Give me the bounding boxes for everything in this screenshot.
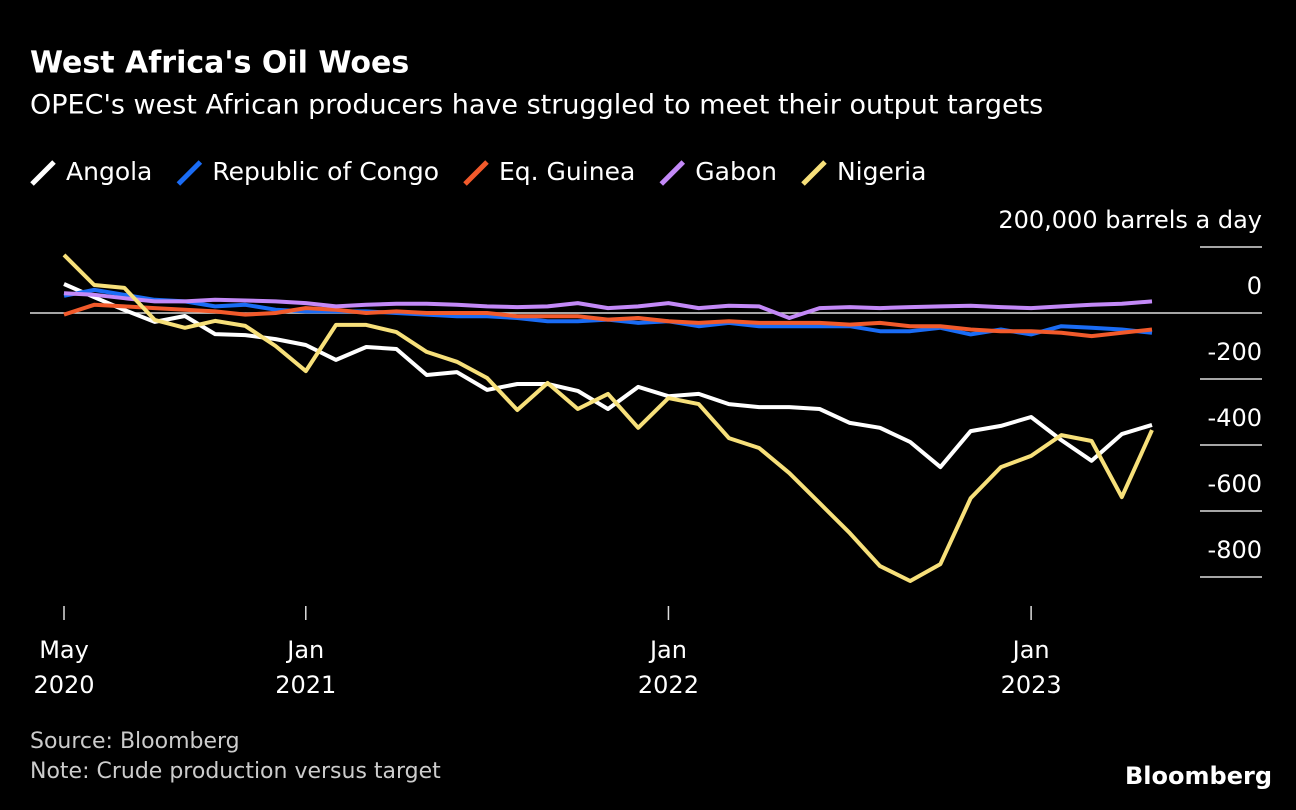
legend-label: Gabon [695,157,777,186]
legend-swatch [463,160,489,186]
x-tick-label: Jan [648,636,687,664]
series-line [63,302,1153,339]
x-tick-label: 2020 [33,671,94,699]
legend-label: Nigeria [837,157,926,186]
y-tick-label: -800 [1208,536,1262,564]
y-tick-label: 0 [1247,272,1262,300]
y-tick-label: -200 [1208,338,1262,366]
legend-label: Angola [66,157,152,186]
x-tick-label: 2022 [638,671,699,699]
legend-label: Eq. Guinea [499,157,635,186]
y-tick-label: -400 [1208,404,1262,432]
x-tick-label: Jan [1011,636,1050,664]
series-line [62,253,1154,583]
chart-title: West Africa's Oil Woes [30,46,409,81]
series-line [63,282,1153,470]
x-tick-label: Jan [285,636,324,664]
brand-logo: Bloomberg [1125,762,1272,790]
source: Source: Bloomberg [30,729,240,754]
y-tick-label: -600 [1208,470,1262,498]
note: Note: Crude production versus target [30,759,441,784]
legend-swatch [801,160,827,186]
x-tick-label: 2021 [275,671,336,699]
legend-swatch [30,160,56,186]
series-line [63,291,1153,320]
x-tick-label: May [39,636,89,664]
legend-swatch [659,160,686,186]
x-tick-label: 2023 [1001,671,1062,699]
legend-swatch [176,160,203,186]
y-tick-label: 200,000 barrels a day [998,206,1262,234]
legend-label: Republic of Congo [212,157,439,186]
chart-subtitle: OPEC's west African producers have strug… [30,90,1043,121]
